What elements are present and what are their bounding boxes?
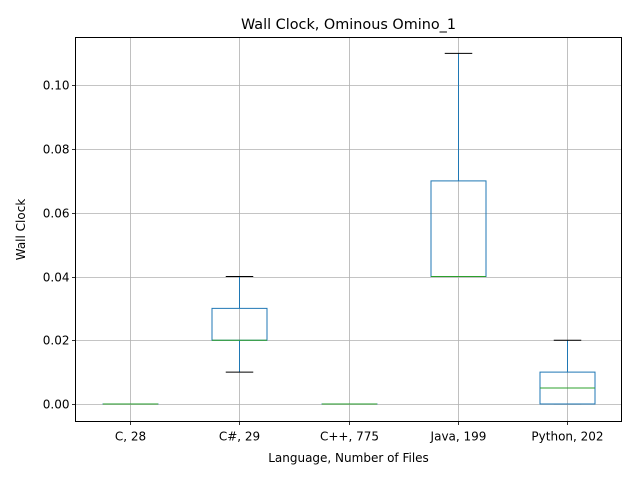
x-tick-label: Java, 199 bbox=[430, 430, 487, 444]
x-tick-label: Python, 202 bbox=[531, 430, 603, 444]
y-tick-label: 0.04 bbox=[43, 271, 70, 285]
box-group bbox=[430, 52, 487, 278]
y-tick-label: 0.02 bbox=[43, 334, 70, 348]
box-plot-series bbox=[102, 52, 596, 405]
x-tick-label: C, 28 bbox=[115, 430, 146, 444]
x-axis-label: Language, Number of Files bbox=[268, 451, 429, 465]
y-tick-label: 0.08 bbox=[43, 143, 70, 157]
x-axis-ticks: C, 28 C#, 29 C++, 775 Java, 199 Python, 202 bbox=[115, 421, 604, 444]
chart-title: Wall Clock, Ominous Omino_1 bbox=[241, 17, 456, 33]
box-group bbox=[539, 339, 596, 405]
y-axis-ticks: 0.00 0.02 0.04 0.06 0.08 0.10 bbox=[43, 79, 76, 412]
y-tick-label: 0.00 bbox=[43, 398, 70, 412]
x-tick-label: C++, 775 bbox=[320, 430, 379, 444]
grid-lines bbox=[75, 37, 622, 422]
plot-frame bbox=[75, 37, 622, 422]
y-tick-label: 0.10 bbox=[43, 79, 70, 93]
y-axis-label: Wall Clock bbox=[14, 199, 28, 261]
box-group bbox=[211, 276, 268, 373]
x-tick-label: C#, 29 bbox=[219, 430, 260, 444]
y-tick-label: 0.06 bbox=[43, 207, 70, 221]
